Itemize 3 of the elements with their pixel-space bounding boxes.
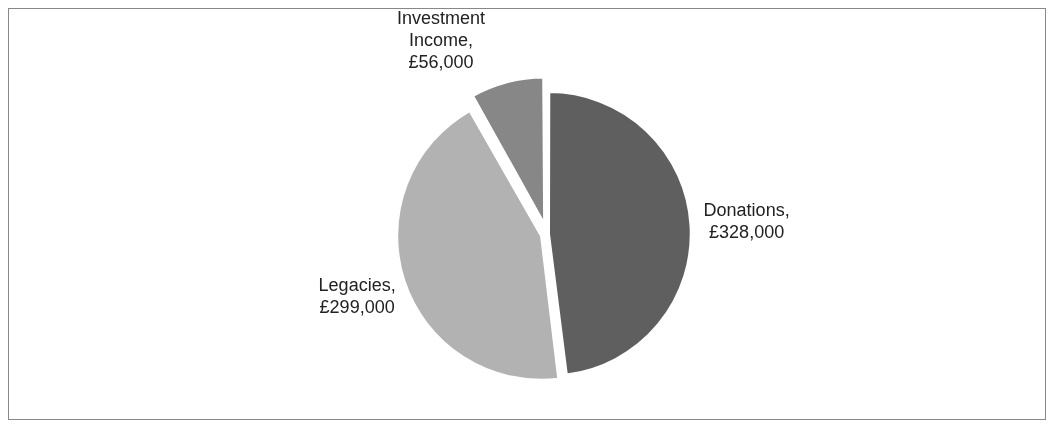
slice-label: Investment Income, £56,000 xyxy=(397,7,486,72)
slice-label: Legacies, £299,000 xyxy=(318,274,396,317)
slice-label: Donations, £328,000 xyxy=(703,199,790,242)
